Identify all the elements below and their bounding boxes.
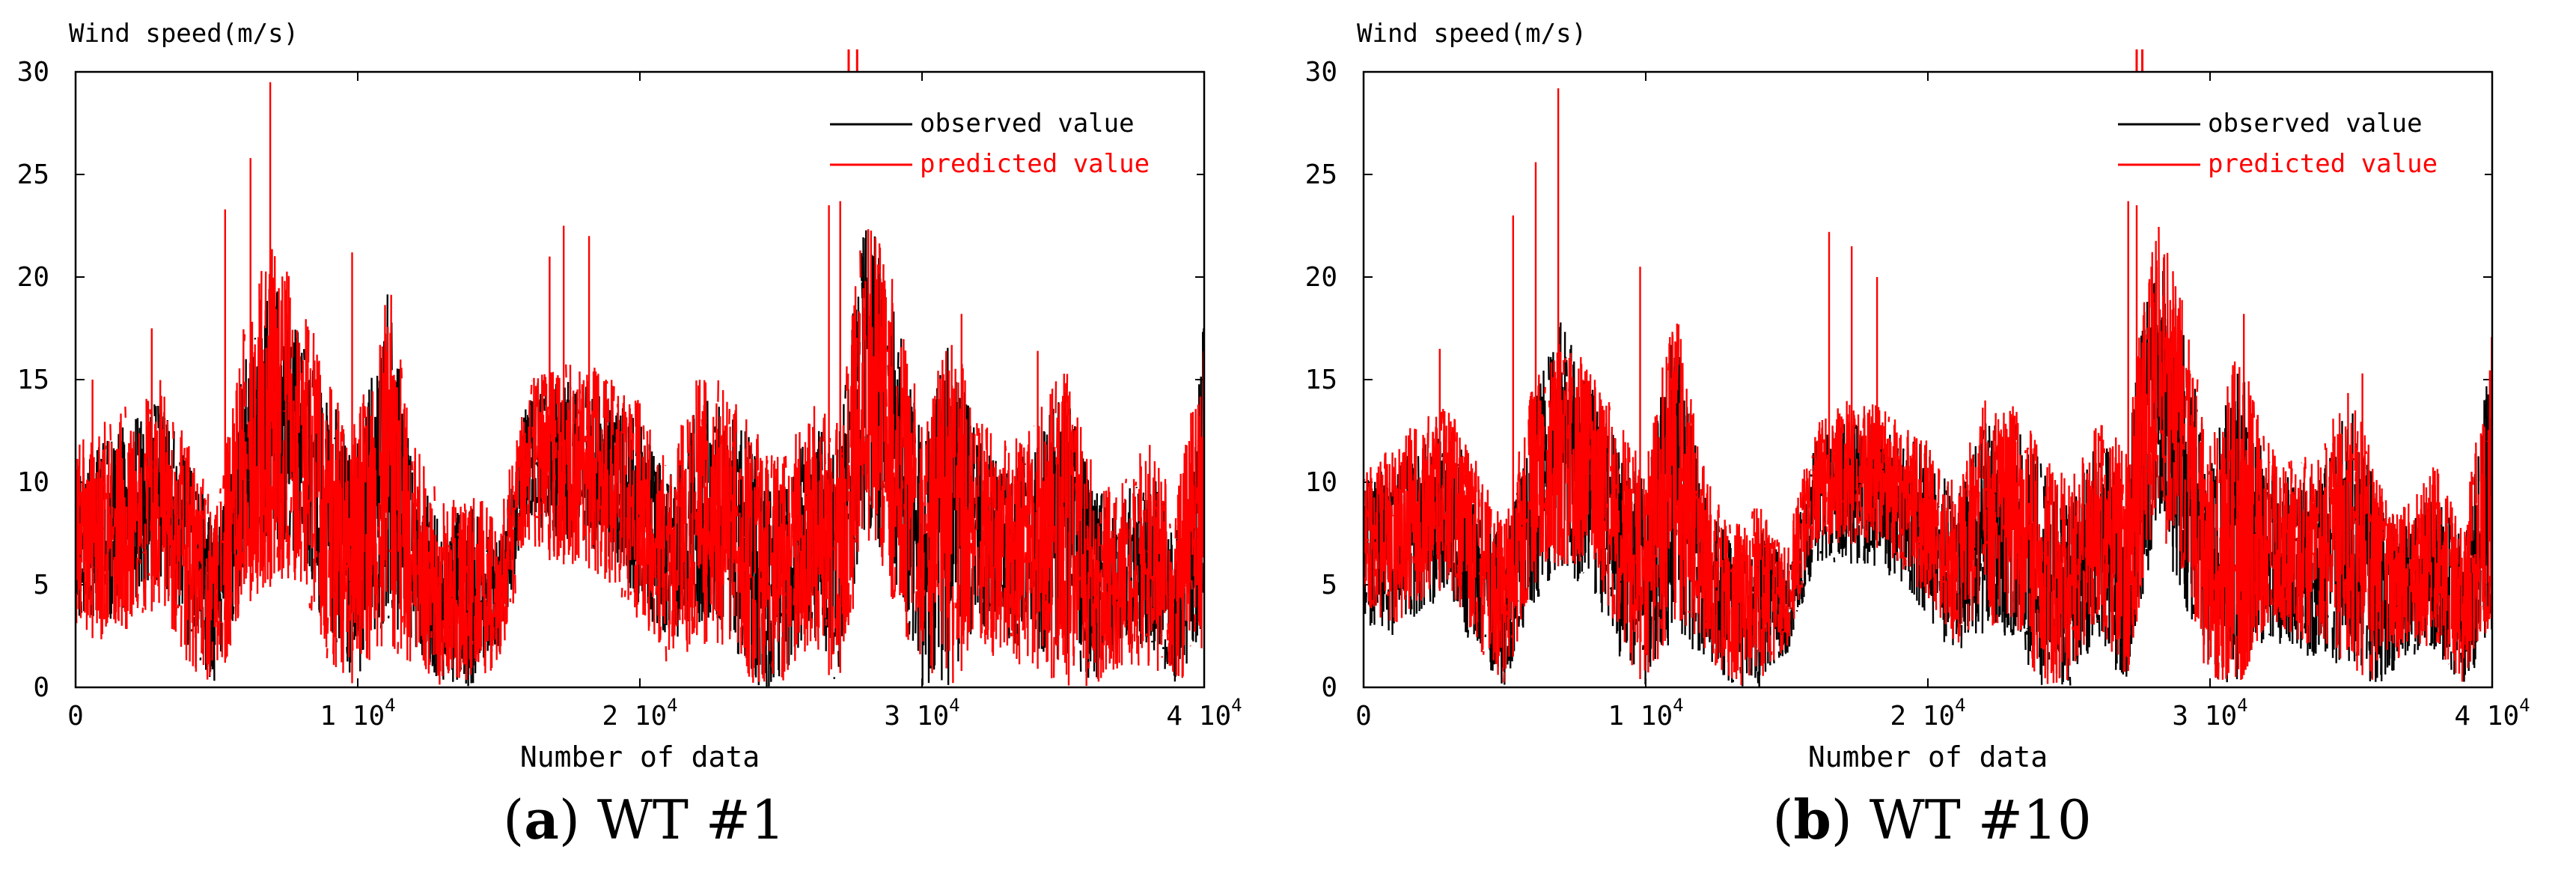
- y-tick-label: 25: [1305, 159, 1337, 190]
- plot-frame: [74, 70, 1206, 689]
- chart-panel-a: Wind speed(m/s) 0 5 10 15 20 25 30 0 1 104 2 104 3 …: [17, 19, 1242, 851]
- legend-bg: [2110, 109, 2485, 144]
- y-tick-label: 15: [1305, 365, 1337, 395]
- x-tick-label: 0: [1355, 701, 1372, 732]
- legend-label: predicted value: [920, 149, 1150, 179]
- x-tick-label: 1 104: [1608, 695, 1683, 732]
- legend-bg: [2110, 150, 2485, 184]
- wind-speed-chart-wt10: Wind speed(m/s) 0 5 10 15 20 25 30 0 1 104 2 104 3 …: [1305, 19, 2530, 773]
- legend-bg: [822, 109, 1197, 144]
- chart-panel-b: Wind speed(m/s) 0 5 10 15 20 25 30 0 1 104 2 104 3 …: [1288, 0, 2576, 891]
- panel-caption-b: (b) WT #10: [1772, 788, 2092, 851]
- x-tick-label: 0: [67, 701, 84, 732]
- y-axis-label: Wind speed(m/s): [69, 19, 299, 49]
- y-tick-label: 10: [17, 467, 49, 498]
- x-tick-label: 3 104: [884, 695, 959, 732]
- x-tick-label: 2 104: [602, 695, 677, 732]
- caption-text: WT #10: [1869, 788, 2092, 851]
- y-tick-label: 20: [1305, 262, 1337, 293]
- x-tick-label: 4 104: [1166, 695, 1242, 732]
- legend-label: predicted value: [2208, 149, 2438, 179]
- legend-label: observed value: [920, 109, 1135, 139]
- y-tick-label: 25: [17, 159, 49, 190]
- y-tick-label: 20: [17, 262, 49, 293]
- panel-caption-a: (a) WT #1: [503, 788, 785, 851]
- x-axis-label: Number of data: [1808, 741, 2048, 773]
- wind-speed-chart-wt1: Wind speed(m/s) 0 5 10 15 20 25 30 0 1 104 2 104 3 …: [17, 19, 1242, 773]
- legend-label: observed value: [2208, 109, 2423, 139]
- caption-letter: b: [1793, 788, 1831, 851]
- y-tick-label: 30: [17, 57, 49, 88]
- y-tick-label: 0: [33, 672, 49, 703]
- y-tick-label: 10: [1305, 467, 1337, 498]
- y-tick-label: 0: [1321, 672, 1337, 703]
- plot-frame: [1362, 70, 2494, 689]
- x-tick-label: 1 104: [320, 695, 395, 732]
- caption-text: WT #1: [596, 788, 785, 851]
- x-tick-label: 3 104: [2172, 695, 2247, 732]
- y-tick-label: 30: [1305, 57, 1337, 88]
- x-axis-label: Number of data: [520, 741, 760, 773]
- y-axis-label: Wind speed(m/s): [1357, 19, 1587, 49]
- x-tick-label: 2 104: [1890, 695, 1965, 732]
- legend-bg: [822, 150, 1197, 184]
- x-tick-label: 4 104: [2454, 695, 2530, 732]
- y-tick-label: 5: [1321, 570, 1337, 600]
- y-tick-label: 5: [33, 570, 49, 600]
- caption-letter: a: [524, 788, 559, 851]
- y-tick-label: 15: [17, 365, 49, 395]
